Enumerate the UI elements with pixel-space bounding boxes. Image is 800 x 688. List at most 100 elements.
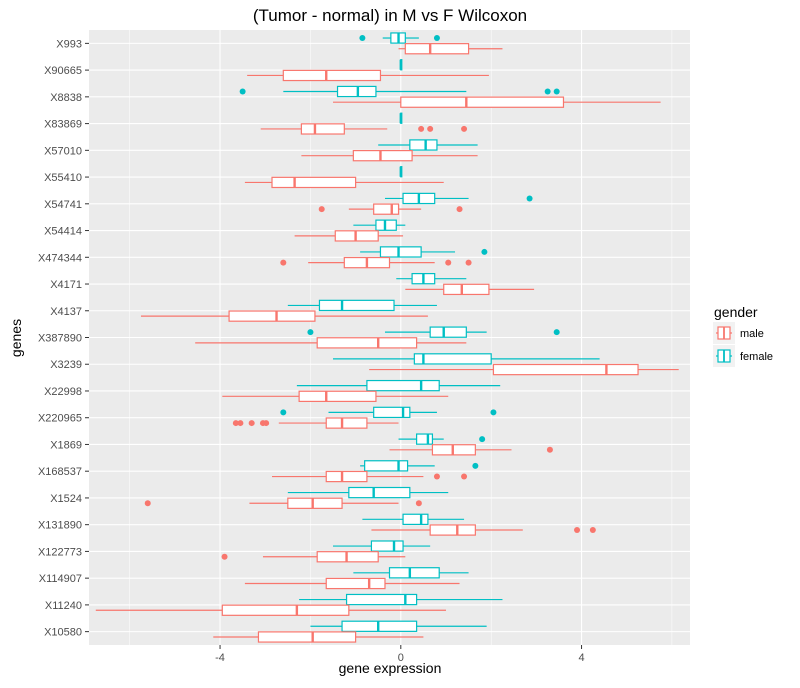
outlier-point: [359, 35, 366, 42]
y-tick-label: X474344: [38, 252, 82, 264]
y-tick-label: X4137: [50, 306, 82, 318]
x-axis-label: gene expression: [339, 660, 442, 676]
box-body: [348, 486, 411, 499]
outlier-point: [415, 500, 422, 507]
box-female-X55410: [399, 166, 403, 178]
y-tick-label: X54741: [44, 199, 82, 211]
box-male-X11240: [95, 604, 446, 616]
y-tick-label: X54414: [44, 226, 82, 238]
box-female-X83869: [399, 112, 403, 124]
legend-title: gender: [714, 304, 758, 320]
box-female-X474344: [360, 246, 488, 258]
box-male-X90665: [247, 69, 489, 82]
box-body: [400, 96, 565, 108]
box-body: [373, 406, 411, 419]
box-female-X131890: [362, 513, 465, 526]
box-female-X1524: [287, 486, 449, 499]
box-body: [492, 363, 639, 376]
outlier-point: [479, 436, 486, 443]
outlier-point: [526, 195, 533, 202]
outlier-point: [445, 259, 452, 266]
outlier-point: [433, 473, 440, 480]
box-female-X122773: [333, 540, 431, 552]
box-male-X1524: [144, 497, 422, 509]
box-male-X22998: [222, 390, 449, 403]
box-female-X220965: [280, 406, 497, 419]
y-tick-label: X8838: [50, 92, 82, 104]
box-male-X8838: [333, 96, 661, 108]
y-tick-label: X57010: [44, 145, 82, 157]
x-tick-label: 4: [578, 652, 584, 664]
x-tick-label: -4: [215, 652, 225, 664]
box-body: [416, 433, 434, 445]
box-male-X168537: [272, 470, 468, 483]
outlier-point: [427, 125, 434, 132]
y-tick-label: X22998: [44, 386, 82, 398]
box-body: [366, 379, 440, 392]
y-tick-label: X220965: [38, 413, 82, 425]
y-tick-label: X55410: [44, 172, 82, 184]
box-body: [364, 460, 409, 472]
y-tick-label: X387890: [38, 333, 82, 345]
box-female-X8838: [239, 85, 560, 98]
legend-label: male: [740, 328, 764, 340]
outlier-point: [589, 527, 596, 534]
box-body: [287, 497, 343, 509]
outlier-point: [461, 473, 468, 480]
box-body: [373, 203, 400, 215]
outlier-point: [472, 462, 479, 469]
box-body: [325, 417, 368, 429]
box-male-X4171: [405, 283, 535, 296]
outlier-point: [307, 329, 314, 336]
y-tick-label: X10580: [44, 627, 82, 639]
box-body: [325, 577, 386, 590]
y-tick-label: X3239: [50, 359, 82, 371]
box-male-X10580: [213, 631, 424, 643]
box-body: [300, 123, 345, 135]
box-male-X122773: [221, 551, 406, 563]
y-tick-label: X168537: [38, 466, 82, 478]
outlier-point: [574, 527, 581, 534]
box-male-X114907: [244, 577, 460, 590]
box-male-X54741: [318, 203, 463, 215]
outlier-point: [490, 409, 497, 416]
box-male-X993: [398, 43, 503, 55]
outlier-point: [546, 446, 553, 453]
outlier-point: [553, 88, 560, 95]
y-tick-label: X122773: [38, 546, 82, 558]
box-male-X474344: [280, 256, 472, 269]
box-male-X57010: [301, 149, 478, 162]
box-male-X83869: [260, 123, 468, 135]
box-female-X57010: [378, 139, 478, 151]
box-female-X10580: [310, 620, 487, 632]
y-tick-label: X993: [56, 38, 82, 50]
box-body: [379, 246, 422, 258]
y-tick-labels: X993 X90665 X8838 X83869 X57010 X55410 X54741 X…: [38, 38, 89, 639]
box-body: [413, 353, 492, 365]
outlier-point: [248, 420, 255, 427]
box-female-X114907: [353, 567, 469, 579]
box-body: [409, 139, 438, 151]
outlier-point: [418, 125, 425, 132]
box-body: [325, 470, 368, 483]
legend-items: male female: [713, 322, 773, 367]
box-body: [443, 283, 490, 296]
outlier-point: [280, 409, 287, 416]
outlier-point: [280, 259, 287, 266]
y-tick-label: X11240: [45, 600, 82, 612]
box-body: [316, 337, 418, 349]
outlier-point: [553, 329, 560, 336]
outlier-point: [263, 420, 270, 427]
box-female-X993: [359, 32, 440, 44]
y-tick-label: X4171: [50, 279, 82, 291]
box-male-X3239: [369, 363, 679, 376]
chart-title: (Tumor - normal) in M vs F Wilcoxon: [253, 6, 527, 25]
x-tick-labels: -4 0 4: [215, 645, 585, 664]
y-tick-label: X114907: [39, 573, 82, 585]
outlier-point: [237, 420, 244, 427]
boxes-layer: [95, 32, 679, 643]
legend: gender male female: [713, 304, 773, 367]
legend-label: female: [740, 351, 773, 363]
box-female-X168537: [360, 460, 479, 472]
